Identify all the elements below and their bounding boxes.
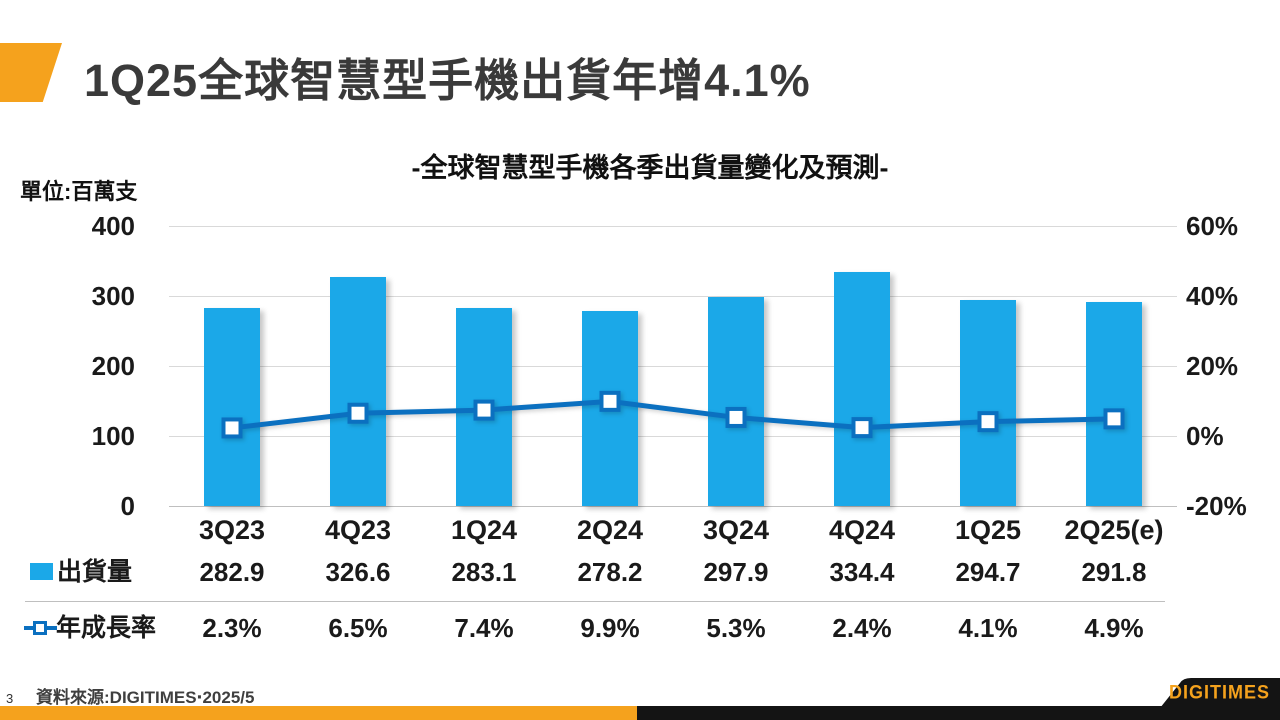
y-axis-tick-left: 100 — [91, 421, 135, 451]
digitimes-logo-shape — [1160, 678, 1280, 708]
table-cell-shipments: 283.1 — [451, 557, 517, 587]
shipments-bar — [330, 277, 386, 506]
source-text: 資料來源:DIGITIMES‧2025/5 — [36, 688, 255, 707]
table-cell-growth: 9.9% — [580, 613, 640, 643]
y-axis-tick-left: 400 — [91, 211, 135, 241]
gridline — [169, 295, 1177, 297]
table-cell-shipments: 282.9 — [199, 557, 265, 587]
shipments-bar — [456, 307, 512, 506]
table-cell-shipments: 291.8 — [1081, 557, 1147, 587]
digitimes-logo: DIGITIMES — [1168, 681, 1270, 703]
y-axis-tick-right: 20% — [1186, 351, 1239, 381]
x-axis-label: 3Q24 — [702, 515, 770, 545]
x-axis-label: 1Q24 — [450, 515, 518, 545]
gridline — [169, 435, 1177, 437]
shipments-bar — [960, 299, 1016, 506]
y-axis-tick-left: 0 — [120, 491, 135, 521]
x-axis-label: 2Q24 — [576, 515, 644, 545]
shipments-bar — [1086, 301, 1142, 506]
x-axis-label: 4Q24 — [828, 515, 896, 545]
footer-strip-black — [637, 706, 1280, 720]
table-cell-growth: 4.1% — [958, 613, 1018, 643]
gridline — [169, 365, 1177, 367]
table-cell-growth: 5.3% — [706, 613, 766, 643]
y-axis-tick-right: 60% — [1186, 211, 1239, 241]
y-axis-tick-right: -20% — [1186, 491, 1247, 521]
y-axis-tick-left: 300 — [91, 281, 135, 311]
x-axis-label: 1Q25 — [954, 515, 1022, 545]
shipments-bar — [834, 271, 890, 506]
shipments-legend-label: 出貨量 — [57, 558, 133, 586]
table-cell-shipments: 278.2 — [577, 557, 643, 587]
shipments-bar — [708, 297, 764, 506]
accent-parallelogram — [0, 43, 62, 102]
x-axis-label: 4Q23 — [324, 515, 392, 545]
y-axis-tick-right: 40% — [1186, 281, 1239, 311]
page-title: 1Q25全球智慧型手機出貨年增4.1% — [84, 55, 811, 106]
table-cell-shipments: 334.4 — [829, 557, 895, 587]
growth-legend-label: 年成長率 — [56, 614, 157, 642]
table-cell-shipments: 297.9 — [703, 557, 769, 587]
chart-title: -全球智慧型手機各季出貨量變化及預測- — [411, 153, 889, 183]
table-cell-growth: 2.4% — [832, 613, 892, 643]
footer-strip-orange — [0, 706, 637, 720]
shipments-legend-swatch-icon — [30, 563, 53, 580]
shipments-bar — [582, 311, 638, 506]
gridline — [169, 225, 1177, 227]
table-cell-shipments: 294.7 — [955, 557, 1021, 587]
table-cell-shipments: 326.6 — [325, 557, 391, 587]
table-cell-growth: 6.5% — [328, 613, 388, 643]
gridline — [169, 505, 1177, 507]
table-row-separator — [25, 601, 1165, 602]
table-cell-growth: 4.9% — [1084, 613, 1144, 643]
y-axis-tick-left: 200 — [91, 351, 135, 381]
y-axis-tick-right: 0% — [1186, 421, 1224, 451]
table-cell-growth: 7.4% — [454, 613, 514, 643]
x-axis-label: 3Q23 — [198, 515, 266, 545]
table-cell-growth: 2.3% — [202, 613, 262, 643]
page-number: 3 — [6, 691, 14, 706]
growth-line-legend-icon — [24, 621, 57, 635]
unit-label: 單位:百萬支 — [20, 179, 138, 204]
shipments-bar — [204, 307, 260, 506]
x-axis-label: 2Q25(e) — [1064, 515, 1164, 545]
